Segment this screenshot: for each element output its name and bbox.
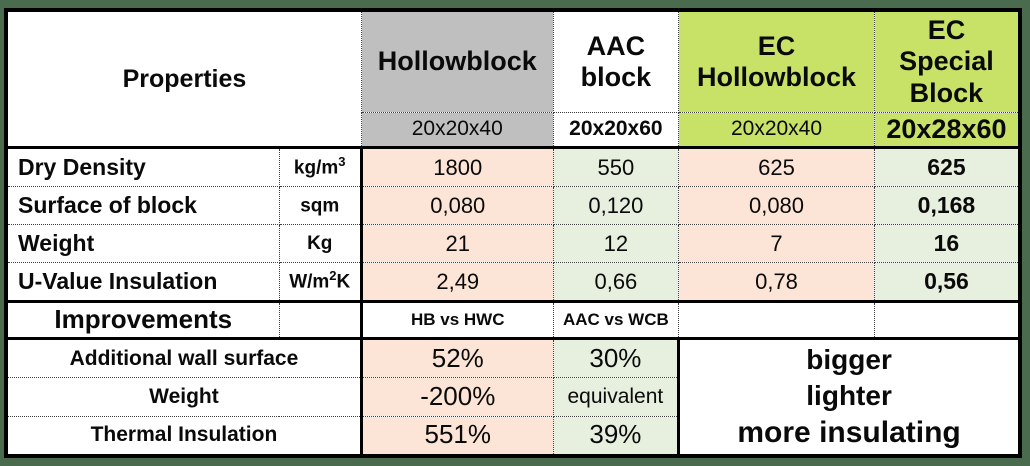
properties-header: Properties [5,9,362,148]
value-cell: 0,080 [678,186,875,225]
column-header-aac-block: AAC block [552,9,680,113]
unit-text: Kg [307,232,333,254]
row-label: Surface of block [5,186,280,225]
row-unit: kg/m3 [278,146,362,187]
row-label: Dry Density [5,146,280,187]
improvements-header-row: Improvements HB vs HWC AAC vs WCB [5,300,1021,339]
improvements-title: Improvements [5,300,280,339]
ec-summary-line: more insulating [737,415,961,449]
row-unit: W/m2K [278,262,362,302]
column-header-ec-special-block: EC Special Block [873,9,1021,113]
table-row-surface-of-block: Surface of block sqm 0,080 0,120 0,080 0… [5,186,1021,225]
table-row-u-value: U-Value Insulation W/m2K 2,49 0,66 0,78 … [5,262,1021,302]
table-row-weight: Weight Kg 21 12 7 16 [5,224,1021,263]
value-cell: 12 [552,224,680,263]
unit-text: sqm [300,195,340,217]
column-header-hollowblock: Hollowblock [360,9,554,113]
improvement-value: 39% [552,415,680,457]
value-cell: 625 [873,146,1021,187]
size-ec-hollowblock: 20x20x40 [678,112,875,148]
block-comparison-table: Properties Hollowblock AAC block EC Holl… [4,8,1022,458]
unit-superscript: 3 [338,154,346,170]
value-cell: 0,120 [552,186,680,225]
size-aac-block: 20x20x60 [552,112,680,148]
improvements-ec-spacer [873,300,1021,339]
improvements-unit-spacer [278,300,362,339]
ec-summary-line: lighter [806,379,892,411]
row-unit: Kg [278,224,362,263]
value-cell: 21 [359,224,554,263]
improvements-ec-spacer [678,300,875,339]
improvement-row-wall-surface: Additional wall surface 52% 30% bigger l… [5,336,1021,457]
improvement-label: Thermal Insulation [5,415,362,457]
value-cell: 2,49 [359,262,554,302]
row-label: U-Value Insulation [5,262,280,302]
row-label: Weight [5,224,280,263]
improvement-value: 551% [359,415,554,457]
improvement-label: Additional wall surface [5,336,362,379]
value-cell: 0,080 [359,186,554,225]
value-cell: 1800 [359,146,554,187]
size-ec-special-block: 20x28x60 [873,112,1021,148]
improvements-col-header-aac: AAC vs WCB [552,300,680,339]
ec-summary-box: bigger lighter more insulating [682,341,1018,454]
improvement-value: 30% [552,336,680,379]
improvement-value: -200% [359,377,554,417]
unit-superscript: 2 [329,268,337,284]
value-cell: 625 [678,146,875,187]
value-cell: 0,56 [873,262,1021,302]
value-cell: 550 [552,146,680,187]
value-cell: 0,78 [678,262,875,302]
unit-text: kg/m [293,157,339,179]
unit-text: W/m [289,271,330,293]
ec-summary-line: bigger [806,343,892,375]
improvements-col-header-hb: HB vs HWC [359,300,554,339]
improvement-label: Weight [5,377,362,417]
value-cell: 16 [873,224,1021,263]
header-row-sizes: 20x20x40 20x20x60 20x20x40 20x28x60 [6,112,1021,148]
table-row-dry-density: Dry Density kg/m3 1800 550 625 625 [5,146,1021,187]
value-cell: 0,66 [552,262,680,302]
improvement-value: 52% [359,336,554,379]
header-row-names: Properties Hollowblock AAC block EC Holl… [5,9,1021,148]
improvement-row-thermal: Thermal Insulation 551% 39% [5,415,1020,457]
improvement-row-weight: Weight -200% equivalent [5,377,1020,417]
row-unit: sqm [278,186,362,225]
ec-summary-cell: bigger lighter more insulating [677,337,1021,457]
improvement-value: equivalent [552,377,680,417]
value-cell: 0,168 [873,186,1021,225]
column-header-ec-hollowblock: EC Hollowblock [678,9,875,113]
unit-tail: K [336,271,351,293]
size-hollowblock: 20x20x40 [360,112,554,148]
value-cell: 7 [678,224,875,263]
